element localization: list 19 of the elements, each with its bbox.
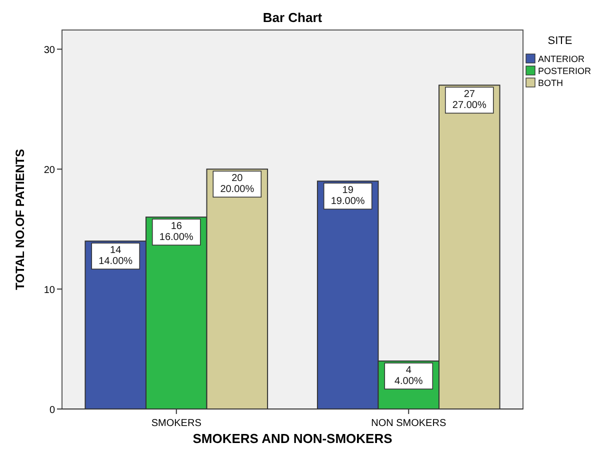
legend-title: SITE <box>548 35 572 47</box>
legend-label: POSTERIOR <box>538 66 592 76</box>
y-tick-label: 0 <box>49 405 56 416</box>
data-label: 4 4.00% <box>394 365 423 388</box>
data-label: 14 14.00% <box>98 245 133 268</box>
legend-label: BOTH <box>538 78 564 88</box>
y-axis-title: TOTAL NO.OF PATIENTS <box>13 149 27 290</box>
data-label: 20 20.00% <box>220 173 254 196</box>
legend-label: ANTERIOR <box>538 54 586 64</box>
chart-title: Bar Chart <box>262 10 323 25</box>
y-tick-label: 20 <box>44 165 56 176</box>
x-tick-label: NON SMOKERS <box>371 418 446 429</box>
data-label: 16 16.00% <box>159 221 194 244</box>
x-tick-label: SMOKERS <box>151 418 202 429</box>
y-tick-label: 30 <box>44 45 56 56</box>
data-label: 19 19.00% <box>330 185 365 208</box>
data-label: 27 27.00% <box>452 89 486 112</box>
x-axis-title: SMOKERS AND NON-SMOKERS <box>192 431 393 446</box>
y-tick-label: 10 <box>44 285 56 296</box>
